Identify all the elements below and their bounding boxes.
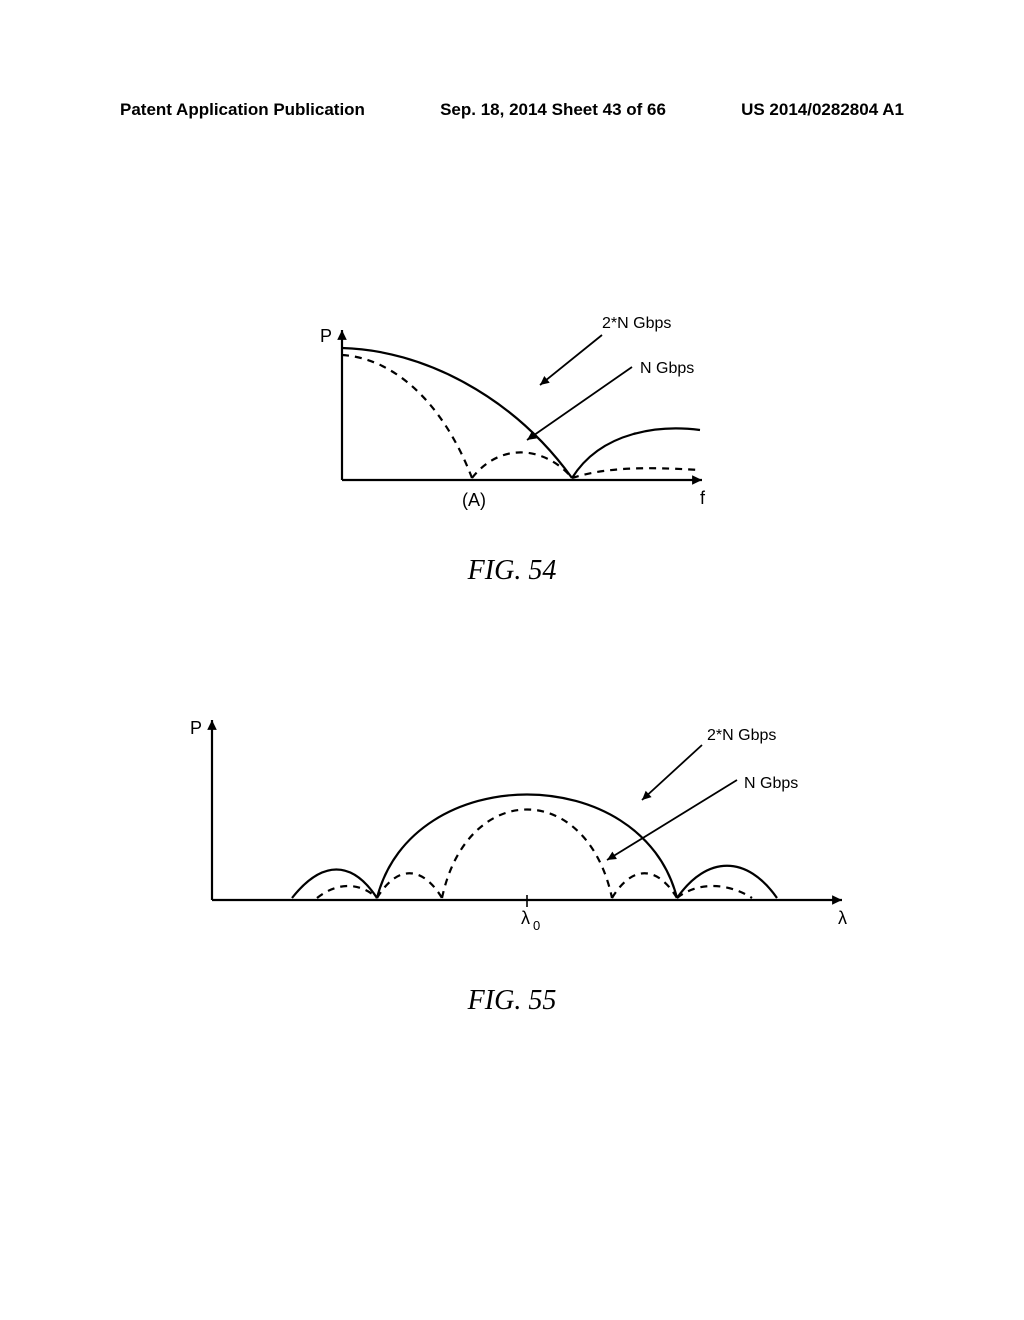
header-left: Patent Application Publication — [120, 100, 365, 120]
svg-text:0: 0 — [533, 918, 540, 933]
fig54-block: Pf (A) 2*N Gbps N Gbps FIG. 54 — [0, 300, 1024, 587]
fig54-caption: FIG. 54 — [0, 555, 1024, 587]
svg-text:2*N Gbps: 2*N Gbps — [602, 315, 671, 332]
svg-text:λ: λ — [838, 908, 847, 928]
header-right: US 2014/0282804 A1 — [741, 100, 904, 120]
svg-text:N Gbps: N Gbps — [744, 775, 798, 792]
fig54-chart: Pf (A) 2*N Gbps N Gbps — [302, 300, 722, 535]
fig55-chart: Pλλ02*N GbpsN Gbps — [162, 700, 862, 965]
fig55-block: Pλλ02*N GbpsN Gbps FIG. 55 — [0, 700, 1024, 1017]
fig55-caption: FIG. 55 — [0, 985, 1024, 1017]
header-center: Sep. 18, 2014 Sheet 43 of 66 — [440, 100, 666, 120]
svg-text:N Gbps: N Gbps — [640, 360, 694, 377]
svg-text:P: P — [320, 326, 332, 346]
svg-text:f: f — [700, 488, 706, 508]
svg-text:P: P — [190, 718, 202, 738]
svg-text:(A): (A) — [462, 490, 486, 510]
svg-text:2*N Gbps: 2*N Gbps — [707, 727, 776, 744]
page-header: Patent Application Publication Sep. 18, … — [0, 100, 1024, 120]
svg-text:λ: λ — [521, 908, 530, 928]
